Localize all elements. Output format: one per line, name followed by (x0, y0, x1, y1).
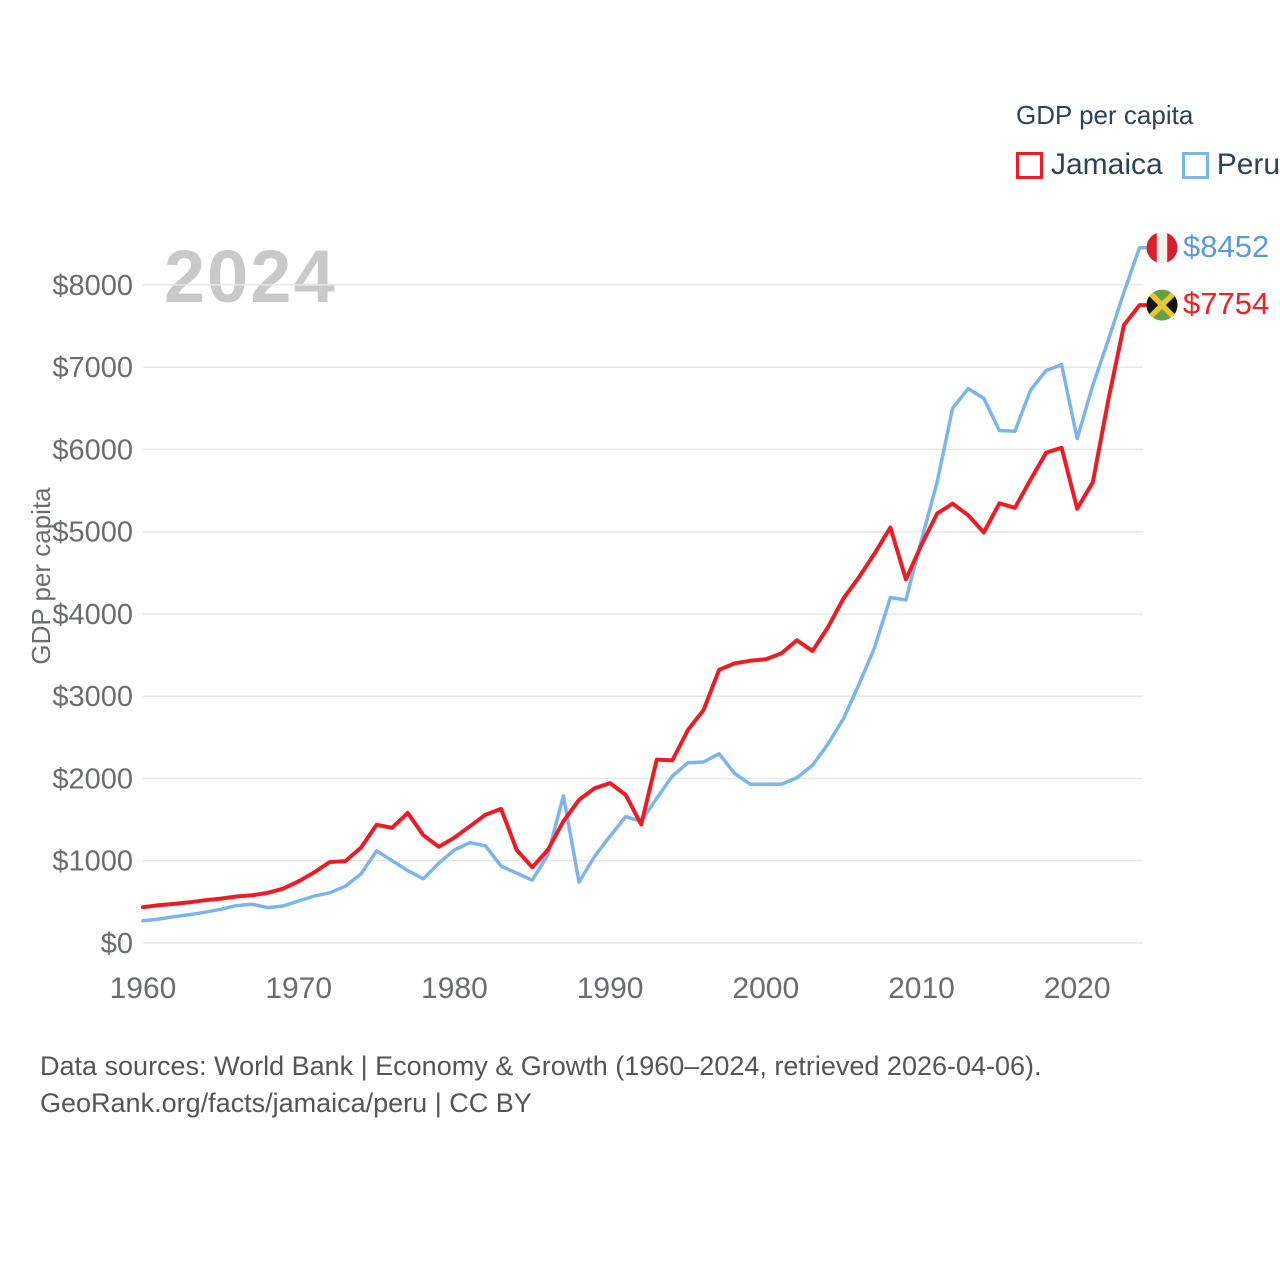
y-tick-label: $5000 (52, 517, 133, 549)
x-tick-label: 1980 (421, 972, 488, 1005)
x-tick-label: 1960 (110, 972, 177, 1005)
legend-item-jamaica[interactable]: Jamaica (1016, 148, 1163, 182)
jamaica-flag-icon (1146, 289, 1178, 321)
y-tick-label: $2000 (52, 764, 133, 796)
x-tick-label: 1990 (577, 972, 644, 1005)
peru-flag-icon (1146, 232, 1178, 264)
peru-swatch-icon (1181, 151, 1209, 179)
legend-title: GDP per capita (1016, 100, 1194, 130)
jamaica-swatch-icon (1016, 151, 1043, 179)
jamaica-line (141, 303, 1153, 910)
y-tick-label: $0 (101, 928, 133, 960)
legend-item-label: Peru (1216, 148, 1280, 181)
watermark-year: 2024 (164, 235, 337, 318)
x-tick-label: 1970 (265, 972, 332, 1005)
footer: Data sources: World Bank | Economy & Gro… (40, 1048, 1042, 1122)
y-tick-label: $1000 (52, 846, 133, 878)
y-tick-label: $7000 (52, 352, 133, 384)
footer-sources: Data sources: World Bank | Economy & Gro… (40, 1051, 1042, 1081)
jamaica-value-label: $7754 (1183, 286, 1270, 322)
footer-attribution: GeoRank.org/facts/jamaica/peru | CC BY (40, 1088, 532, 1118)
x-tick-label: 2020 (1044, 972, 1111, 1005)
peru-value-label: $8452 (1183, 228, 1270, 264)
y-tick-label: $3000 (52, 681, 133, 713)
legend-items: Jamaica Peru (1016, 148, 1280, 182)
y-tick-label: $8000 (52, 270, 133, 302)
legend: GDP per capita Jamaica Peru (1016, 100, 1280, 182)
y-tick-label: $6000 (52, 434, 133, 466)
legend-item-label: Jamaica (1051, 148, 1163, 181)
x-tick-label: 2010 (888, 972, 955, 1005)
x-tick-label: 2000 (732, 972, 799, 1005)
legend-item-peru[interactable]: Peru (1181, 148, 1280, 182)
y-tick-label: $4000 (52, 599, 133, 631)
peru-line (141, 245, 1153, 923)
